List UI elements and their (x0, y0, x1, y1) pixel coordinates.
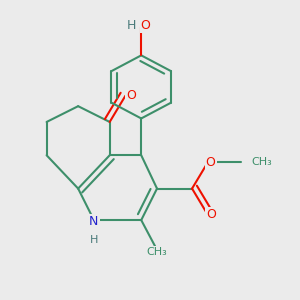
Text: CH₃: CH₃ (147, 247, 167, 257)
Text: O: O (206, 208, 216, 221)
Text: O: O (126, 89, 136, 102)
Text: O: O (140, 19, 150, 32)
Text: O: O (206, 156, 216, 169)
Text: H: H (127, 19, 136, 32)
Text: H: H (90, 236, 98, 245)
Text: N: N (89, 215, 99, 228)
Text: CH₃: CH₃ (251, 157, 272, 167)
